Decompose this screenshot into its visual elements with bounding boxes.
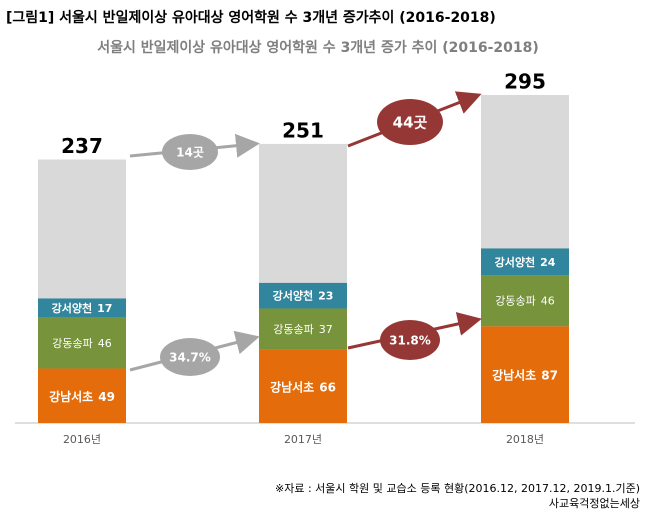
segment-label: 강동송파 46 xyxy=(495,295,554,308)
segment-name: 강서양천 xyxy=(52,301,92,315)
bar-segment xyxy=(259,349,347,423)
annotation-bubble xyxy=(160,338,220,376)
annotation-text: 14곳 xyxy=(176,146,204,160)
segment-value: 37 xyxy=(319,323,333,336)
annotation-bubble xyxy=(162,134,218,170)
segment-value: 46 xyxy=(541,295,555,308)
segment-label: 강동송파 46 xyxy=(52,337,111,350)
segment-label: 강남서초 66 xyxy=(270,379,336,394)
segment-label: 강서양천 23 xyxy=(273,289,334,303)
segment-name: 강남서초 xyxy=(270,379,314,394)
annotation-text: 34.7% xyxy=(169,351,211,365)
segment-name: 강동송파 xyxy=(495,295,535,308)
segment-value: 17 xyxy=(97,302,112,315)
segment-value: 66 xyxy=(319,380,336,394)
x-tick-label: 2017년 xyxy=(284,433,322,446)
segment-name: 강동송파 xyxy=(52,337,92,350)
bar-segment xyxy=(481,248,569,276)
bar-segment xyxy=(481,275,569,327)
segment-name: 강서양천 xyxy=(273,289,313,303)
segment-value: 49 xyxy=(98,389,115,403)
segment-label: 강남서초 87 xyxy=(492,367,558,382)
chart-subtitle: 서울시 반일제이상 유아대상 영어학원 수 3개년 증가 추이 (2016-20… xyxy=(97,39,539,56)
total-label: 251 xyxy=(282,118,324,142)
segment-label: 강동송파 37 xyxy=(273,323,332,336)
x-tick-label: 2016년 xyxy=(63,433,101,446)
bar-segment xyxy=(259,282,347,309)
segment-label: 강남서초 49 xyxy=(49,388,115,403)
bar-segment xyxy=(38,368,126,423)
segment-value: 23 xyxy=(318,290,333,303)
bar-segment xyxy=(481,326,569,423)
segment-value: 24 xyxy=(540,256,556,269)
bar-segment xyxy=(38,298,126,318)
segment-value: 87 xyxy=(541,368,558,382)
bar-segment xyxy=(38,317,126,369)
total-label: 295 xyxy=(504,70,546,94)
segment-name: 강동송파 xyxy=(273,323,313,336)
annotation-bubble xyxy=(377,99,443,145)
segment-label: 강서양천 24 xyxy=(495,255,556,269)
segment-name: 강남서초 xyxy=(49,388,93,403)
chart-title: [그림1] 서울시 반일제이상 유아대상 영어학원 수 3개년 증가추이 (20… xyxy=(6,9,496,26)
annotation-text: 44곳 xyxy=(393,114,428,132)
x-tick-label: 2018년 xyxy=(506,433,544,446)
annotation-text: 31.8% xyxy=(389,334,431,348)
segment-value: 46 xyxy=(98,337,112,350)
total-label: 237 xyxy=(61,134,103,158)
credit: 사교육걱정없는세상 xyxy=(549,497,640,510)
segment-name: 강남서초 xyxy=(492,367,536,382)
segment-name: 강서양천 xyxy=(495,255,535,269)
annotation-bubble xyxy=(380,320,440,360)
bar-segment xyxy=(259,308,347,350)
segment-label: 강서양천 17 xyxy=(52,301,113,315)
source: ※자료 : 서울시 학원 및 교습소 등록 현황(2016.12, 2017.1… xyxy=(275,482,640,495)
